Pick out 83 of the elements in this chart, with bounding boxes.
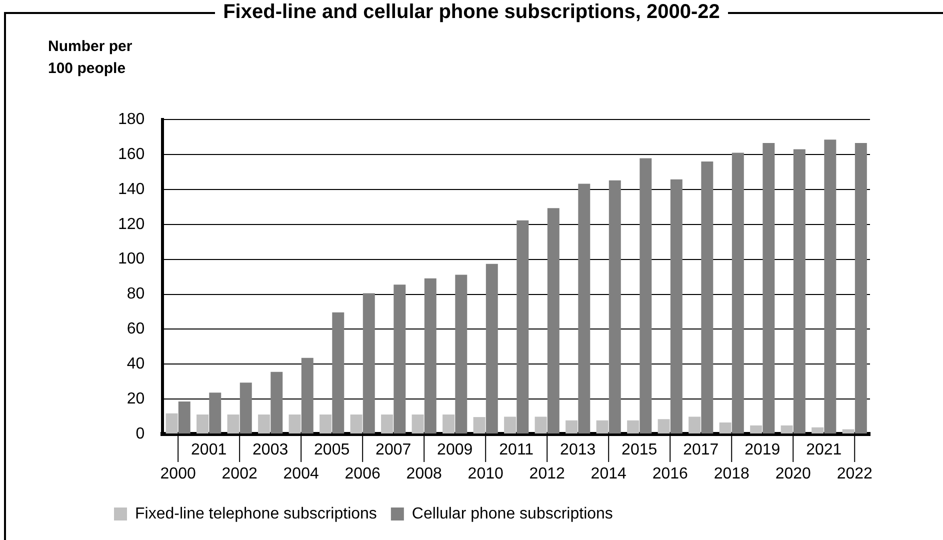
- bar: [394, 284, 406, 434]
- x-tick-label: 2010: [468, 465, 504, 482]
- bar: [842, 429, 854, 434]
- bar: [486, 264, 498, 434]
- x-tick-label: 2004: [283, 465, 319, 482]
- bar: [812, 427, 824, 434]
- bar: [750, 425, 762, 434]
- bar: [504, 416, 516, 434]
- x-tick-label: 2009: [437, 441, 473, 458]
- y-axis-title: Number per 100 people: [48, 37, 132, 79]
- x-tick-label: 2022: [836, 465, 873, 482]
- x-tick-label: 2016: [652, 465, 688, 482]
- bar: [688, 416, 701, 434]
- x-tick-label: 2001: [191, 441, 227, 458]
- bar: [350, 414, 362, 434]
- y-tick-label: 120: [118, 216, 145, 233]
- bar: [658, 419, 670, 434]
- x-tick-label: 2015: [622, 441, 658, 458]
- bar: [442, 414, 455, 434]
- x-tick-label: 2014: [590, 465, 627, 482]
- bar: [780, 425, 793, 434]
- bar: [166, 413, 178, 434]
- bar: [455, 274, 468, 434]
- y-tick-label: 40: [126, 356, 145, 373]
- y-tick-label: 80: [126, 286, 145, 303]
- chart-title: Fixed-line and cellular phone subscriptions, 2000-22: [215, 1, 728, 23]
- bar: [534, 416, 547, 434]
- y-tick-label: 140: [118, 180, 145, 198]
- x-tick-label: 2021: [806, 441, 842, 458]
- x-tick-label: 2006: [344, 465, 380, 482]
- x-tick-label: 2012: [529, 465, 565, 482]
- bar: [701, 162, 714, 434]
- bar: [640, 158, 652, 434]
- x-tick-label: 2020: [775, 465, 812, 482]
- y-tick-label: 160: [118, 146, 145, 163]
- bar: [362, 293, 375, 434]
- bar: [732, 152, 744, 434]
- bar: [608, 180, 621, 434]
- bar: [320, 414, 332, 434]
- x-tick-label: 2008: [406, 465, 442, 482]
- bar: [516, 220, 529, 434]
- x-tick-label: 2003: [252, 441, 288, 458]
- bar: [762, 143, 775, 434]
- bar: [301, 358, 314, 434]
- y-tick-label: 60: [126, 320, 145, 338]
- bar: [793, 149, 806, 434]
- bar: [670, 179, 682, 434]
- x-tick-label: 2018: [714, 465, 750, 482]
- x-tick-label: 2019: [744, 441, 780, 458]
- legend-label: Fixed-line telephone subscriptions: [135, 505, 377, 522]
- x-tick-label: 2017: [683, 441, 719, 458]
- bar: [854, 143, 867, 434]
- bar: [627, 420, 640, 434]
- bar: [258, 414, 270, 434]
- bar: [412, 414, 424, 434]
- bar: [209, 392, 222, 434]
- x-tick-label: 2011: [499, 441, 534, 458]
- x-tick-label: 2000: [160, 465, 196, 482]
- bar: [566, 420, 578, 434]
- x-tick-label: 2002: [222, 465, 258, 482]
- bar: [424, 278, 436, 434]
- y-tick-label: 180: [118, 111, 145, 128]
- x-tick-label: 2007: [376, 441, 412, 458]
- bar: [288, 414, 301, 434]
- y-tick-label: 0: [136, 425, 145, 442]
- bar: [596, 420, 608, 434]
- bar: [824, 140, 836, 434]
- bar: [196, 414, 209, 434]
- bar: [473, 417, 486, 434]
- bar: [578, 184, 590, 434]
- bar: [547, 208, 560, 434]
- bar: [332, 312, 344, 434]
- bar: [227, 414, 240, 434]
- x-tick-label: 2005: [314, 441, 350, 458]
- y-tick-label: 20: [126, 390, 145, 408]
- x-tick-label: 2013: [560, 441, 596, 458]
- bar: [178, 402, 190, 434]
- bar: [270, 372, 283, 434]
- bar: [719, 422, 732, 434]
- bar: [240, 382, 252, 434]
- legend-label: Cellular phone subscriptions: [412, 505, 613, 522]
- y-tick-label: 100: [118, 250, 145, 268]
- bar: [381, 414, 394, 434]
